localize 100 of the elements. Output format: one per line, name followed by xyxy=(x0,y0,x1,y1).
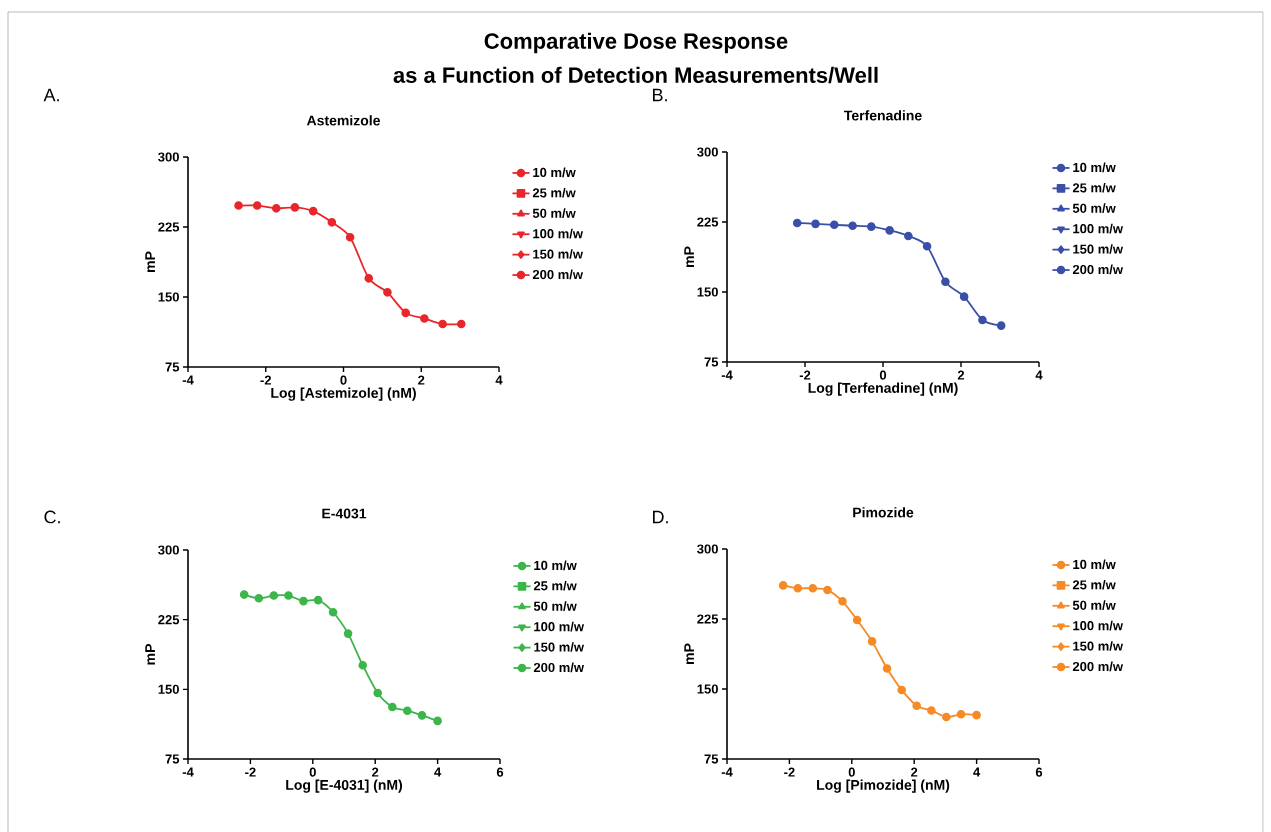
point xyxy=(941,277,950,287)
legend-label: 25 m/w xyxy=(533,580,577,591)
point xyxy=(823,585,832,595)
point xyxy=(420,314,429,323)
x-tick-label: 0 xyxy=(848,767,855,777)
point xyxy=(792,218,802,228)
x-tick-label: -4 xyxy=(721,767,733,777)
point xyxy=(327,218,337,227)
y-tick-label: 300 xyxy=(697,544,718,554)
y-tick-label: 75 xyxy=(704,357,719,367)
chart-title: Terfenadine xyxy=(844,110,922,121)
y-tick-label: 225 xyxy=(697,217,719,227)
legend-label: 100 m/w xyxy=(533,228,583,239)
point xyxy=(388,702,397,712)
point xyxy=(308,206,318,216)
point xyxy=(383,288,392,297)
x-tick-label: -4 xyxy=(182,375,194,385)
x-tick-label: -2 xyxy=(260,375,272,385)
x-tick-label: 4 xyxy=(973,767,981,777)
legend-label: 50 m/w xyxy=(1072,600,1116,611)
x-tick-label: -2 xyxy=(784,767,795,777)
legend-label: 150 m/w xyxy=(1073,641,1124,651)
y-tick-label: 300 xyxy=(158,152,179,162)
point xyxy=(793,583,803,593)
legend-label: 25 m/w xyxy=(1072,182,1116,193)
legend-label: 150 m/w xyxy=(533,249,583,259)
point xyxy=(438,319,447,329)
point xyxy=(299,596,308,606)
y-axis-title: mP xyxy=(684,246,694,267)
point xyxy=(345,232,355,242)
y-tick-label: 150 xyxy=(697,287,718,297)
legend-label: 150 m/w xyxy=(1073,244,1124,254)
x-tick-label: 2 xyxy=(418,375,425,385)
point xyxy=(373,688,382,698)
x-tick-label: 4 xyxy=(495,375,503,385)
legend-label: 200 m/w xyxy=(1072,264,1124,275)
point xyxy=(401,308,411,318)
point xyxy=(885,226,894,235)
x-tick-label: -4 xyxy=(721,370,733,380)
y-tick-label: 75 xyxy=(165,754,180,764)
point xyxy=(252,201,262,210)
y-tick-label: 300 xyxy=(697,147,718,157)
text: Comparative Dose Response xyxy=(484,32,788,54)
x-axis-title: Log [Astemizole] (nM) xyxy=(271,387,416,401)
text: A. xyxy=(43,88,59,102)
point xyxy=(403,706,412,715)
legend-label: 200 m/w xyxy=(532,269,583,280)
y-tick-label: 225 xyxy=(697,614,719,624)
legend-label: 100 m/w xyxy=(1073,223,1124,234)
point xyxy=(343,629,353,638)
y-tick-label: 225 xyxy=(158,615,180,625)
point xyxy=(956,709,966,719)
point xyxy=(269,591,279,600)
point xyxy=(313,595,323,605)
point xyxy=(897,685,907,695)
legend-label: 200 m/w xyxy=(1072,661,1124,672)
legend-label: 25 m/w xyxy=(532,187,576,198)
chart-title: E-4031 xyxy=(322,508,367,519)
x-tick-label: 0 xyxy=(879,370,887,380)
point xyxy=(328,607,338,617)
y-axis-title: mP xyxy=(145,644,155,665)
legend-label: 50 m/w xyxy=(532,208,576,219)
point xyxy=(284,591,293,600)
legend-label: 10 m/w xyxy=(1073,162,1116,173)
text: as a Function of Detection Measurements/Well xyxy=(393,66,878,84)
point xyxy=(808,583,818,593)
x-axis-title: Log [Terfenadine] (nM) xyxy=(808,382,958,396)
chart-title: Astemizole xyxy=(306,115,380,126)
y-tick-label: 150 xyxy=(158,292,179,302)
text: C. xyxy=(44,510,60,524)
point xyxy=(912,701,921,711)
x-tick-label: 2 xyxy=(372,767,379,777)
x-axis-title: Log [E-4031] (nM) xyxy=(286,779,403,793)
x-axis-title: Log [Pimozide] (nM) xyxy=(817,779,950,793)
point xyxy=(829,220,839,230)
point xyxy=(959,292,969,301)
x-tick-label: 0 xyxy=(340,375,347,385)
x-tick-label: 6 xyxy=(1035,767,1043,777)
point xyxy=(457,319,466,329)
x-tick-label: 0 xyxy=(309,767,316,777)
y-tick-label: 75 xyxy=(165,362,180,372)
point xyxy=(852,615,862,625)
x-tick-label: -2 xyxy=(799,370,811,380)
point xyxy=(838,596,847,606)
point xyxy=(978,315,987,325)
x-tick-label: 6 xyxy=(496,767,504,777)
x-tick-label: 2 xyxy=(911,767,918,777)
text: B. xyxy=(653,88,667,102)
point xyxy=(867,637,877,646)
legend-label: 50 m/w xyxy=(1072,203,1116,214)
point xyxy=(778,581,788,590)
point xyxy=(848,221,857,231)
y-axis-title: mP xyxy=(145,251,155,272)
point xyxy=(882,664,892,673)
text: D. xyxy=(653,510,668,524)
point xyxy=(364,274,374,283)
x-tick-label: 4 xyxy=(1035,370,1043,380)
legend-label: 100 m/w xyxy=(534,621,585,632)
y-tick-label: 300 xyxy=(158,545,179,555)
legend-label: 10 m/w xyxy=(1073,559,1116,570)
